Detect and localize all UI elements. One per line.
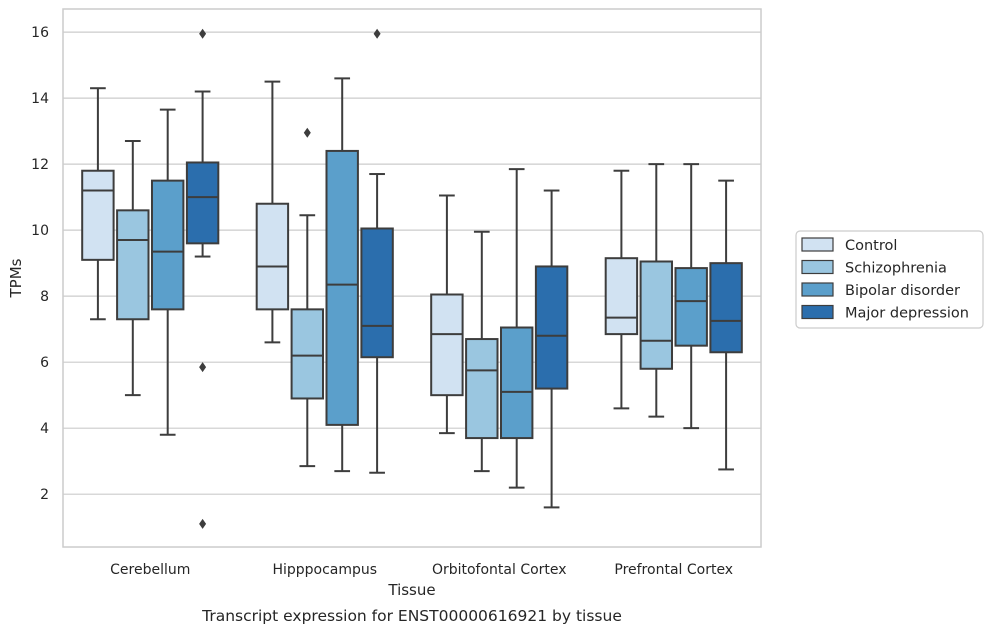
y-tick-label: 16 (31, 25, 49, 41)
box-schizophrenia (290, 127, 325, 468)
box-iqr (325, 149, 359, 426)
outlier-point (199, 362, 207, 373)
x-axis-label: Tissue (387, 581, 435, 599)
legend: Control Schizophrenia Bipolar disorder Majo… (795, 230, 984, 329)
box-bipolar-disorder (674, 163, 708, 430)
legend-label: Major depression (845, 306, 969, 322)
box-iqr (604, 257, 639, 336)
x-tick-label: Cerebellum (110, 562, 190, 578)
outlier-point (199, 28, 207, 39)
y-axis-ticks: 2 4 6 8 10 12 14 16 (31, 25, 49, 503)
y-axis-label: TPMs (7, 258, 25, 298)
y-tick-label: 6 (40, 355, 49, 371)
legend-label: Schizophrenia (845, 261, 947, 277)
box-iqr (465, 338, 499, 440)
box-control (81, 87, 115, 321)
box-series (81, 28, 743, 529)
x-tick-label: Orbitofontal Cortex (432, 562, 567, 578)
box-bipolar-disorder (325, 77, 359, 473)
box-schizophrenia (465, 230, 499, 473)
box-iqr (290, 308, 325, 400)
box-iqr (81, 169, 115, 261)
legend-frame (795, 230, 984, 329)
box-major-depression (709, 179, 743, 471)
outlier-point (373, 28, 381, 39)
legend-label: Control (845, 238, 897, 254)
outlier-point (303, 127, 311, 138)
box-schizophrenia (116, 140, 150, 397)
box-iqr (709, 262, 743, 354)
legend-label: Bipolar disorder (845, 283, 960, 299)
y-tick-label: 2 (40, 487, 49, 503)
box-iqr (430, 293, 464, 397)
box-iqr (360, 227, 394, 359)
box-major-depression (360, 28, 394, 474)
y-tick-label: 8 (40, 289, 49, 305)
legend-swatch (801, 304, 834, 320)
box-bipolar-disorder (150, 108, 185, 436)
x-tick-label: Prefrontal Cortex (614, 562, 733, 578)
box-iqr (674, 267, 708, 347)
box-iqr (116, 209, 150, 321)
x-axis-ticks: Cerebellum Hipppocampus Orbitofontal Corte… (110, 562, 733, 578)
box-iqr (639, 260, 674, 370)
box-iqr (499, 326, 534, 440)
box-control (255, 80, 290, 344)
y-tick-label: 4 (40, 421, 49, 437)
legend-swatch (801, 237, 834, 252)
box-iqr (185, 161, 220, 245)
box-bipolar-disorder (499, 168, 534, 489)
box-iqr (534, 265, 569, 390)
box-control (430, 194, 464, 435)
y-tick-label: 12 (31, 157, 49, 173)
y-tick-label: 10 (31, 223, 49, 239)
box-control (604, 169, 639, 410)
legend-swatch (801, 282, 834, 297)
outlier-point (199, 518, 207, 529)
box-iqr (150, 179, 185, 311)
box-iqr (255, 202, 290, 311)
chart-caption: Transcript expression for ENST0000061692… (201, 607, 622, 625)
box-major-depression (185, 28, 220, 529)
x-tick-label: Hipppocampus (272, 562, 377, 578)
box-schizophrenia (639, 163, 674, 418)
y-tick-label: 14 (31, 91, 49, 107)
box-major-depression (534, 189, 569, 509)
legend-swatch (801, 259, 834, 275)
plot-frame (62, 8, 762, 548)
